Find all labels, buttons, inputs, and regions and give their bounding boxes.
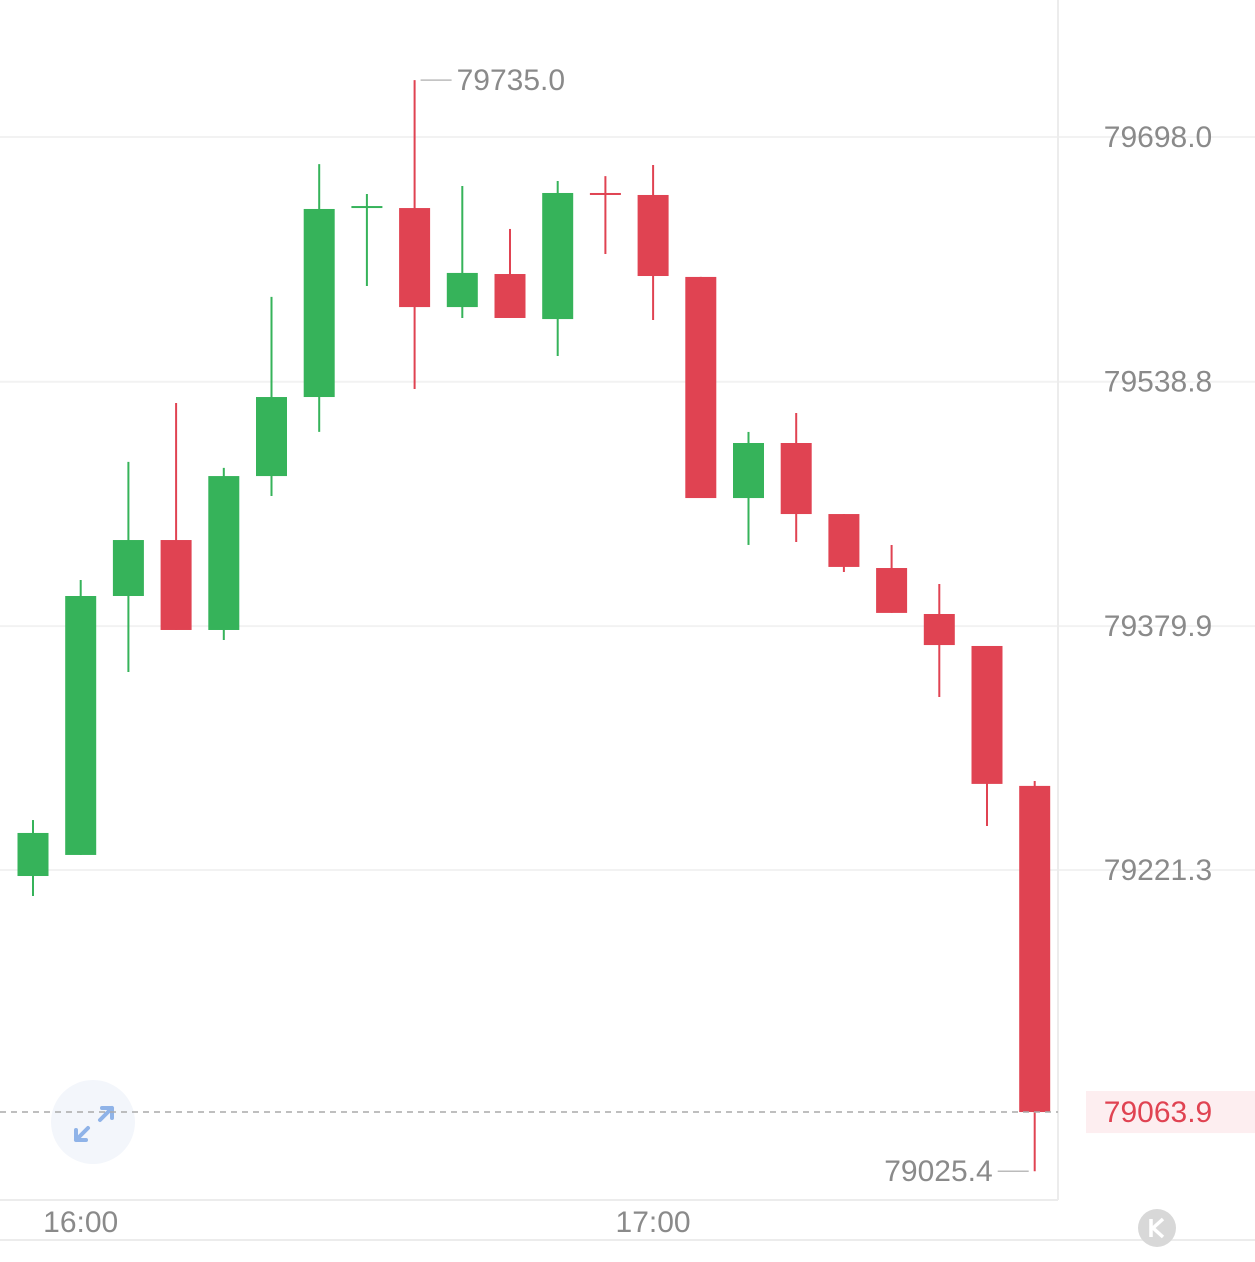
k-icon[interactable] xyxy=(1149,1217,1165,1239)
candle-body xyxy=(637,194,669,277)
candle-body xyxy=(65,596,97,855)
candle-body xyxy=(494,274,526,318)
candle-body xyxy=(399,208,431,308)
expand-icon[interactable] xyxy=(74,1106,114,1142)
candle-body xyxy=(828,514,860,567)
candle-body xyxy=(256,397,287,477)
high-label: 79735.0 xyxy=(457,64,565,97)
candle-body xyxy=(780,443,812,515)
y-tick-label: 79538.8 xyxy=(1104,366,1212,399)
expand-button[interactable] xyxy=(51,1080,135,1164)
x-tick-label: 17:00 xyxy=(616,1206,691,1239)
candle-body xyxy=(351,206,383,209)
x-tick-label: 16:00 xyxy=(43,1206,118,1239)
candle-body xyxy=(17,832,49,877)
y-tick-label: 79698.0 xyxy=(1104,121,1212,154)
candle-body xyxy=(160,540,192,630)
candle-body xyxy=(923,613,955,646)
y-tick-label: 79379.9 xyxy=(1104,610,1212,643)
y-tick-label: 79221.3 xyxy=(1104,854,1212,887)
candle-body xyxy=(303,208,335,398)
last-price-box xyxy=(1086,1091,1255,1134)
k-circle[interactable] xyxy=(1138,1209,1176,1247)
low-label: 79025.4 xyxy=(884,1155,992,1188)
candle-body xyxy=(589,192,621,195)
candle-body xyxy=(446,272,478,308)
candle-body xyxy=(971,645,1003,784)
k-button[interactable] xyxy=(1138,1209,1176,1247)
candle-body xyxy=(208,476,240,630)
candle-body xyxy=(876,568,908,613)
candle-body xyxy=(112,540,144,597)
candle-body xyxy=(1019,785,1051,1113)
last-price-label: 79063.9 xyxy=(1104,1096,1212,1129)
candle-body xyxy=(733,443,764,499)
candle-body xyxy=(542,192,574,320)
candle-body xyxy=(685,276,717,499)
expand-circle[interactable] xyxy=(51,1080,135,1164)
